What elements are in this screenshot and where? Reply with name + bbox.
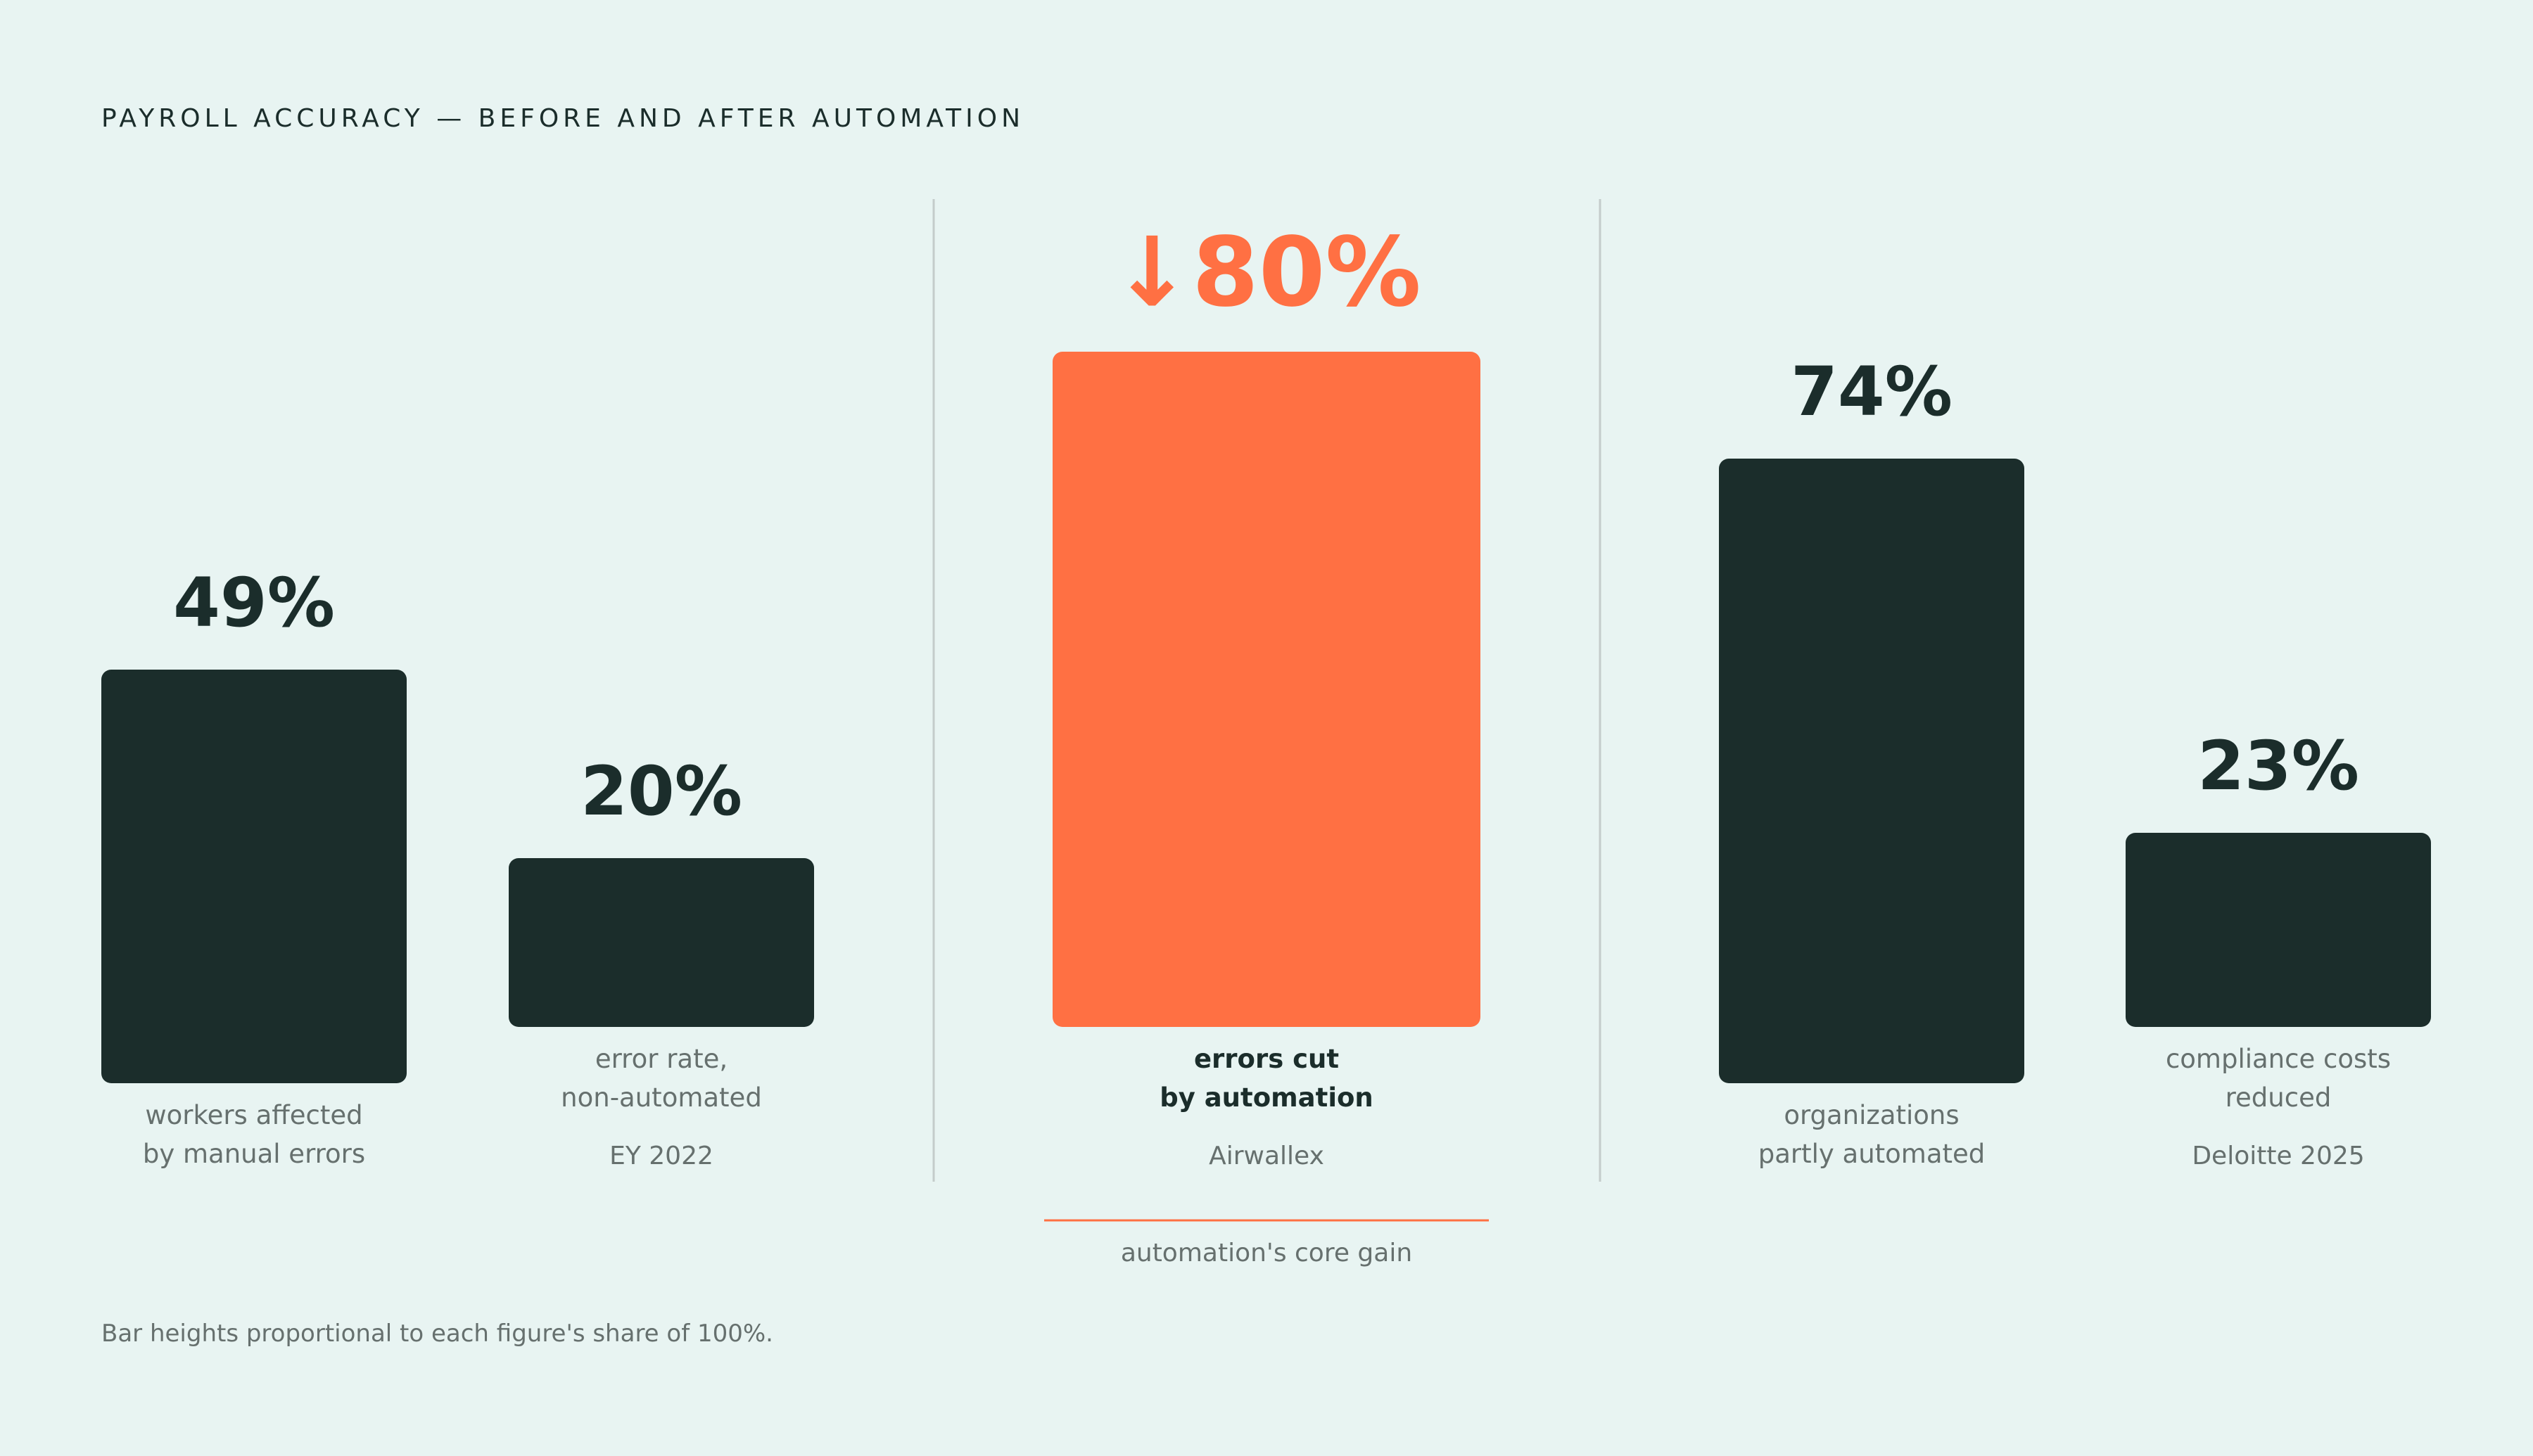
bar-3-2 [2126,833,2431,1027]
value-label-1-1: 49% [173,563,335,642]
category-label-3-2-line-2: reduced [2226,1083,2332,1113]
category-label-3-1-line-2: partly automated [1758,1139,1986,1169]
category-label-3-2-line-1: compliance costs [2166,1044,2391,1074]
value-label-3-2: 23% [2197,727,2359,805]
source-label-2: Airwallex [1209,1142,1324,1170]
value-label-1-2: 20% [580,752,742,831]
value-label-2-1: ↓80% [1112,217,1421,328]
category-label-1-2-line-1: error rate, [595,1044,728,1074]
category-label-1-1-line-2: by manual errors [143,1139,365,1169]
category-label-1-2-line-2: non-automated [561,1083,762,1113]
bar-2-1 [1053,352,1480,1027]
chart-title: PAYROLL ACCURACY — BEFORE AND AFTER AUTO… [101,104,1025,133]
category-label-3-1-line-1: organizations [1784,1100,1959,1130]
value-label-3-1: 74% [1791,352,1953,431]
category-label-2-1-line-2: by automation [1160,1083,1373,1113]
source-label-3: Deloitte 2025 [2192,1142,2364,1170]
footnote: Bar heights proportional to each figure'… [101,1320,773,1348]
bar-1-1 [101,670,407,1083]
bar-1-2 [509,858,814,1027]
bar-3-1 [1719,459,2024,1083]
source-label-1: EY 2022 [609,1142,713,1170]
annotation-label: automation's core gain [1121,1239,1412,1267]
category-label-1-1-line-1: workers affected [145,1100,362,1130]
category-label-2-1-line-1: errors cut [1194,1044,1339,1074]
